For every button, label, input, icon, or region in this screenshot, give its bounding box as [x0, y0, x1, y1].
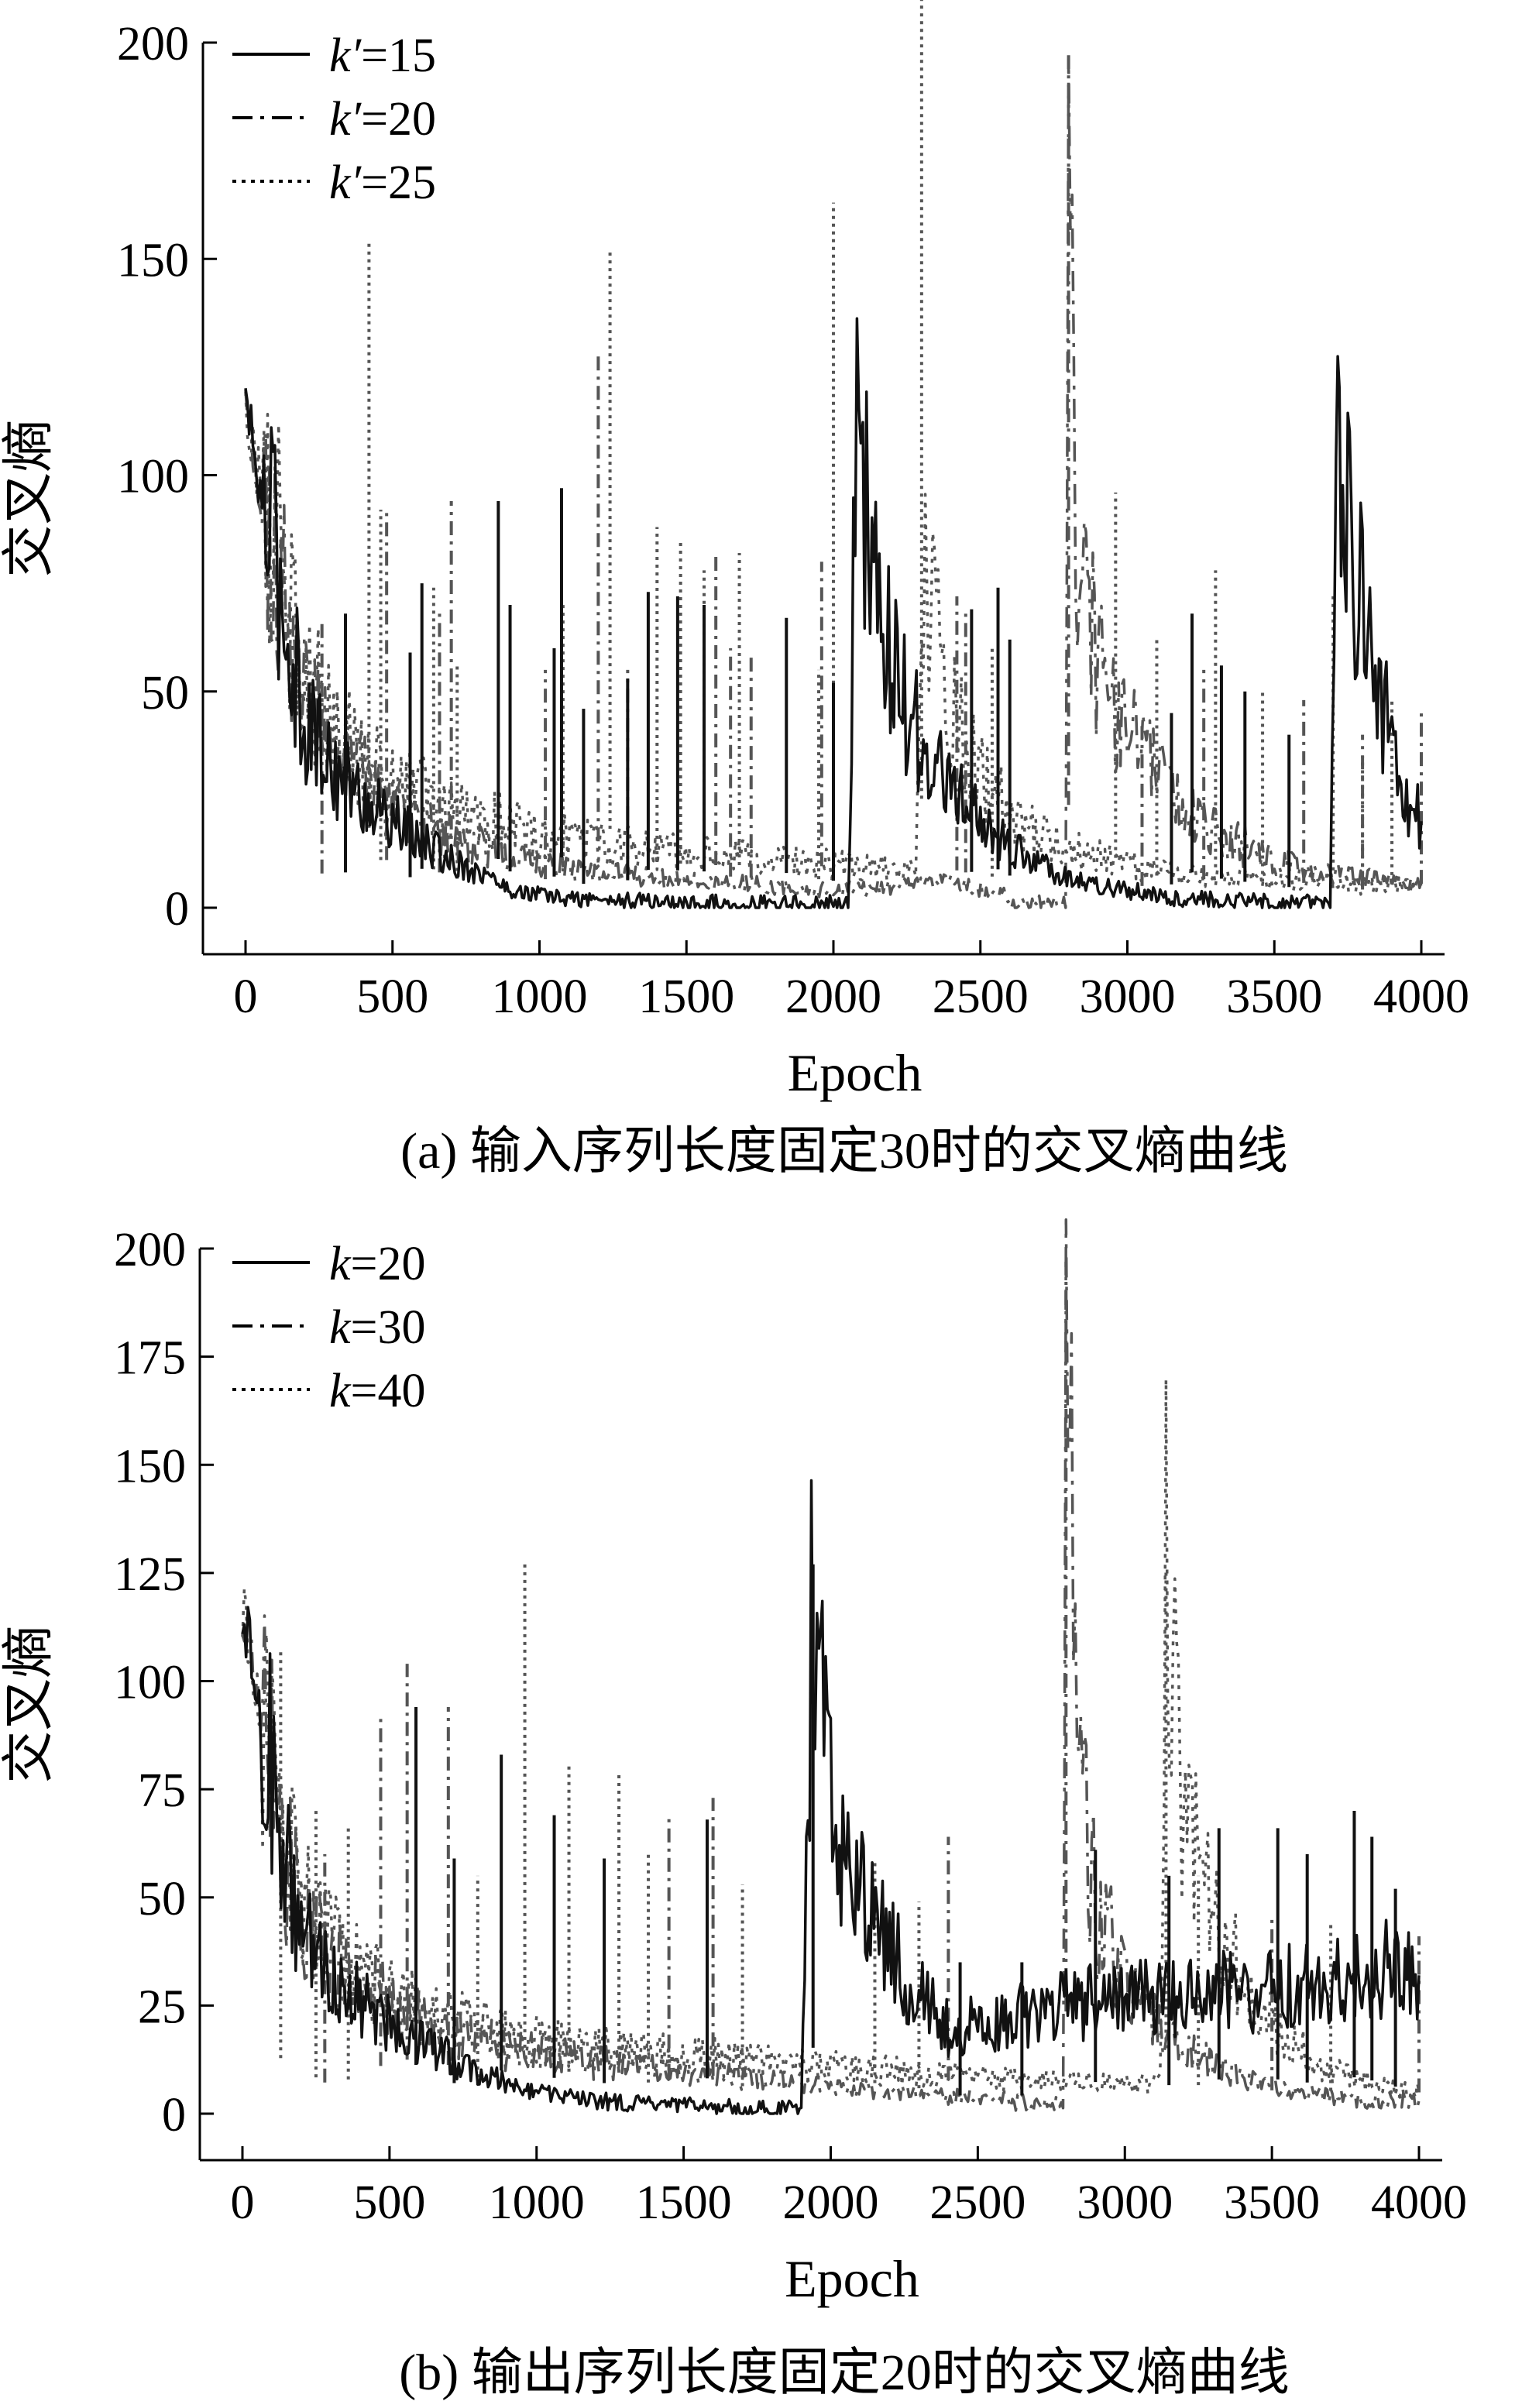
y-tick-label: 100 — [117, 451, 189, 503]
y-tick-label: 200 — [117, 18, 189, 70]
x-tick-label: 2000 — [785, 970, 881, 1023]
series-line — [241, 1479, 1421, 2115]
y-tick-label: 150 — [117, 234, 189, 287]
x-axis-label: Epoch — [785, 2249, 919, 2308]
legend-value: =30 — [351, 1301, 426, 1354]
legend-entry: k=30 — [232, 1301, 426, 1354]
x-tick-label: 0 — [234, 970, 258, 1023]
y-tick-label: 200 — [114, 1224, 186, 1276]
y-tick-label: 50 — [141, 667, 189, 720]
x-tick-label: 3000 — [1077, 2176, 1173, 2229]
legend-symbol: k′ — [329, 93, 362, 146]
x-tick-label: 500 — [356, 970, 428, 1023]
y-tick-label: 175 — [114, 1332, 186, 1385]
x-tick-label: 1500 — [636, 2176, 732, 2229]
y-tick-label: 50 — [138, 1873, 186, 1925]
legend-value: =15 — [361, 29, 436, 82]
x-tick-label: 1000 — [492, 970, 588, 1023]
legend-entry: k′=20 — [232, 93, 436, 146]
x-tick-label: 3500 — [1224, 2176, 1320, 2229]
series-line — [241, 1218, 1421, 2114]
y-tick-label: 125 — [114, 1548, 186, 1601]
x-tick-label: 1500 — [638, 970, 734, 1023]
legend-symbol: k — [329, 1301, 352, 1354]
legend-label: k′=15 — [329, 29, 436, 82]
legend-entry: k′=15 — [232, 29, 436, 82]
x-tick-label: 2500 — [933, 970, 1029, 1023]
series-line — [244, 317, 1423, 909]
legend-entry: k=20 — [232, 1238, 426, 1290]
legend-symbol: k′ — [329, 29, 362, 82]
legend-label: k′=20 — [329, 93, 436, 146]
legend-symbol: k′ — [329, 156, 362, 209]
x-tick-label: 4000 — [1373, 970, 1469, 1023]
y-tick-label: 75 — [138, 1764, 186, 1817]
x-tick-label: 2500 — [929, 2176, 1026, 2229]
x-tick-label: 0 — [231, 2176, 255, 2229]
legend-value: =40 — [351, 1365, 426, 1417]
series-solid — [241, 1479, 1421, 2115]
chart-caption: (b) 输出序列长度固定20时的交叉熵曲线 — [399, 2344, 1289, 2401]
y-axis-label: 交叉熵 — [0, 419, 58, 577]
series-line — [244, 391, 1423, 896]
x-tick-label: 2000 — [783, 2176, 879, 2229]
chart-caption: (a) 输入序列长度固定30时的交叉熵曲线 — [400, 1123, 1288, 1180]
legend-label: k′=25 — [329, 156, 436, 209]
legend-entry: k′=25 — [232, 156, 436, 209]
x-tick-label: 4000 — [1371, 2176, 1467, 2229]
legend-label: k=30 — [329, 1301, 426, 1354]
legend-symbol: k — [329, 1365, 352, 1417]
x-axis-label: Epoch — [788, 1043, 922, 1102]
series-solid — [244, 317, 1423, 909]
y-tick-label: 0 — [165, 883, 189, 936]
legend-value: =20 — [351, 1238, 426, 1290]
legend-value: =25 — [361, 156, 436, 209]
legend-value: =20 — [361, 93, 436, 146]
x-tick-label: 3500 — [1226, 970, 1322, 1023]
legend-symbol: k — [329, 1238, 352, 1290]
y-tick-label: 0 — [162, 2089, 186, 2142]
y-tick-label: 100 — [114, 1657, 186, 1709]
legend-entry: k=40 — [232, 1365, 426, 1417]
legend-label: k=40 — [329, 1365, 426, 1417]
y-tick-label: 25 — [138, 1980, 186, 2033]
y-tick-label: 150 — [114, 1440, 186, 1493]
x-tick-label: 3000 — [1080, 970, 1176, 1023]
x-tick-label: 500 — [353, 2176, 425, 2229]
legend-label: k=20 — [329, 1238, 426, 1290]
x-tick-label: 1000 — [489, 2176, 585, 2229]
y-axis-label: 交叉熵 — [0, 1625, 58, 1783]
